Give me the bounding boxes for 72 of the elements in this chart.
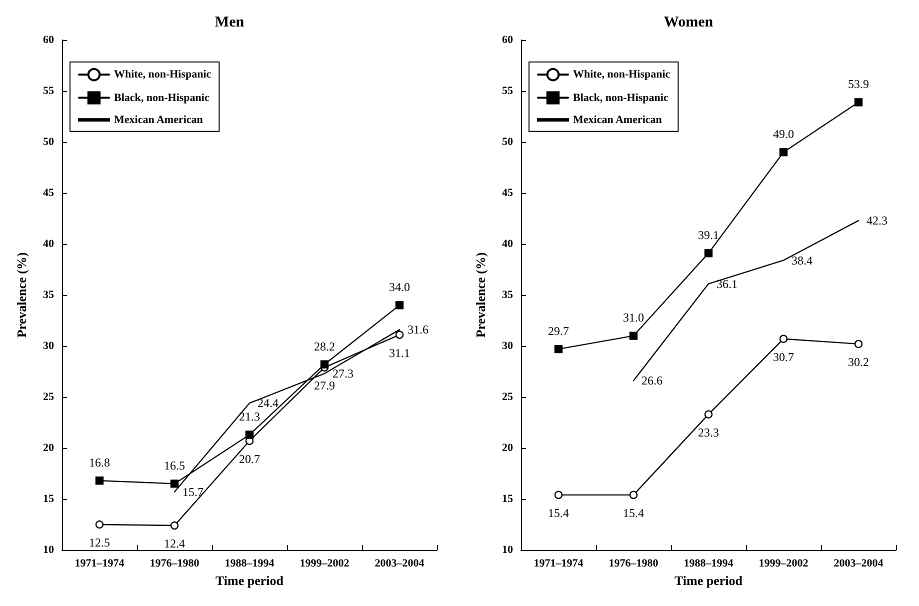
y-tick-label: 45 <box>502 187 514 199</box>
x-tick-label: 2003–2004 <box>374 558 425 570</box>
y-tick-label: 15 <box>502 493 514 505</box>
y-tick-label: 25 <box>502 391 514 403</box>
x-tick-label: 1999–2002 <box>300 558 350 570</box>
y-tick-label: 20 <box>502 442 514 454</box>
data-label: 27.3 <box>332 366 354 381</box>
data-label: 49.0 <box>773 127 794 142</box>
y-axis-title: Prevalence (%) <box>14 252 29 338</box>
y-tick-label: 30 <box>502 340 514 352</box>
x-tick-label: 1988–1994 <box>684 558 734 570</box>
y-axis-title: Prevalence (%) <box>473 252 488 338</box>
data-label: 21.3 <box>239 410 260 424</box>
data-label: 31.6 <box>408 322 428 337</box>
x-tick-label: 1971–1974 <box>534 558 584 570</box>
data-label: 29.7 <box>548 324 569 338</box>
y-tick-label: 40 <box>43 238 54 250</box>
data-label: 23.3 <box>698 425 719 440</box>
data-label: 30.2 <box>848 355 869 370</box>
y-tick-label: 40 <box>502 238 514 250</box>
data-label: 16.5 <box>164 458 185 473</box>
y-tick-label: 50 <box>43 136 54 148</box>
y-tick-label: 35 <box>502 289 514 301</box>
data-label: 30.7 <box>773 350 794 364</box>
legend-label: Mexican American <box>573 114 662 126</box>
data-label: 15.7 <box>182 484 204 499</box>
x-tick-label: 1999–2002 <box>758 558 809 570</box>
data-label: 31.1 <box>389 346 410 360</box>
y-tick-label: 10 <box>502 544 514 556</box>
legend-label: White, non-Hispanic <box>573 68 670 81</box>
x-tick-label: 1988–1994 <box>224 558 275 570</box>
y-tick-label: 25 <box>43 391 54 403</box>
chart-title: Men <box>214 14 245 30</box>
legend-label: White, non-Hispanic <box>114 68 212 81</box>
data-label: 15.4 <box>548 506 569 520</box>
y-tick-label: 55 <box>502 85 514 97</box>
data-label: 26.6 <box>642 374 662 388</box>
y-tick-label: 15 <box>43 493 54 505</box>
data-label: 28.2 <box>314 339 335 354</box>
data-label: 31.0 <box>623 310 644 325</box>
y-tick-label: 60 <box>43 34 54 46</box>
chart-title: Women <box>664 14 714 30</box>
data-label: 27.9 <box>314 378 335 393</box>
y-tick-label: 10 <box>43 544 54 556</box>
x-axis-title: Time period <box>674 572 744 588</box>
x-tick-label: 2003–2004 <box>834 558 884 570</box>
x-tick-label: 1976–1980 <box>150 558 200 570</box>
legend-label: Black, non-Hispanic <box>573 92 668 104</box>
data-label: 39.1 <box>698 228 719 242</box>
data-label: 42.3 <box>866 214 888 228</box>
data-label: 20.7 <box>239 452 260 466</box>
data-label: 12.4 <box>164 536 185 551</box>
data-label: 15.4 <box>623 506 644 520</box>
legend-label: Mexican American <box>114 114 203 126</box>
x-axis-title: Time period <box>215 572 284 588</box>
x-tick-label: 1971–1974 <box>74 558 125 570</box>
y-tick-label: 45 <box>43 187 54 199</box>
data-label: 53.9 <box>848 77 869 92</box>
y-tick-label: 60 <box>502 34 514 46</box>
legend-label: Black, non-Hispanic <box>114 92 210 104</box>
data-label: 24.4 <box>258 396 278 410</box>
y-tick-label: 35 <box>43 289 54 301</box>
x-tick-label: 1976–1980 <box>608 558 659 570</box>
data-label: 16.8 <box>89 456 110 470</box>
data-label: 12.5 <box>89 536 110 550</box>
y-tick-label: 30 <box>43 340 54 352</box>
y-tick-label: 55 <box>43 85 54 97</box>
data-label: 36.1 <box>716 276 738 291</box>
data-label: 34.0 <box>389 280 410 294</box>
y-tick-label: 50 <box>502 136 514 148</box>
y-tick-label: 20 <box>43 442 54 454</box>
data-label: 38.4 <box>792 253 812 268</box>
